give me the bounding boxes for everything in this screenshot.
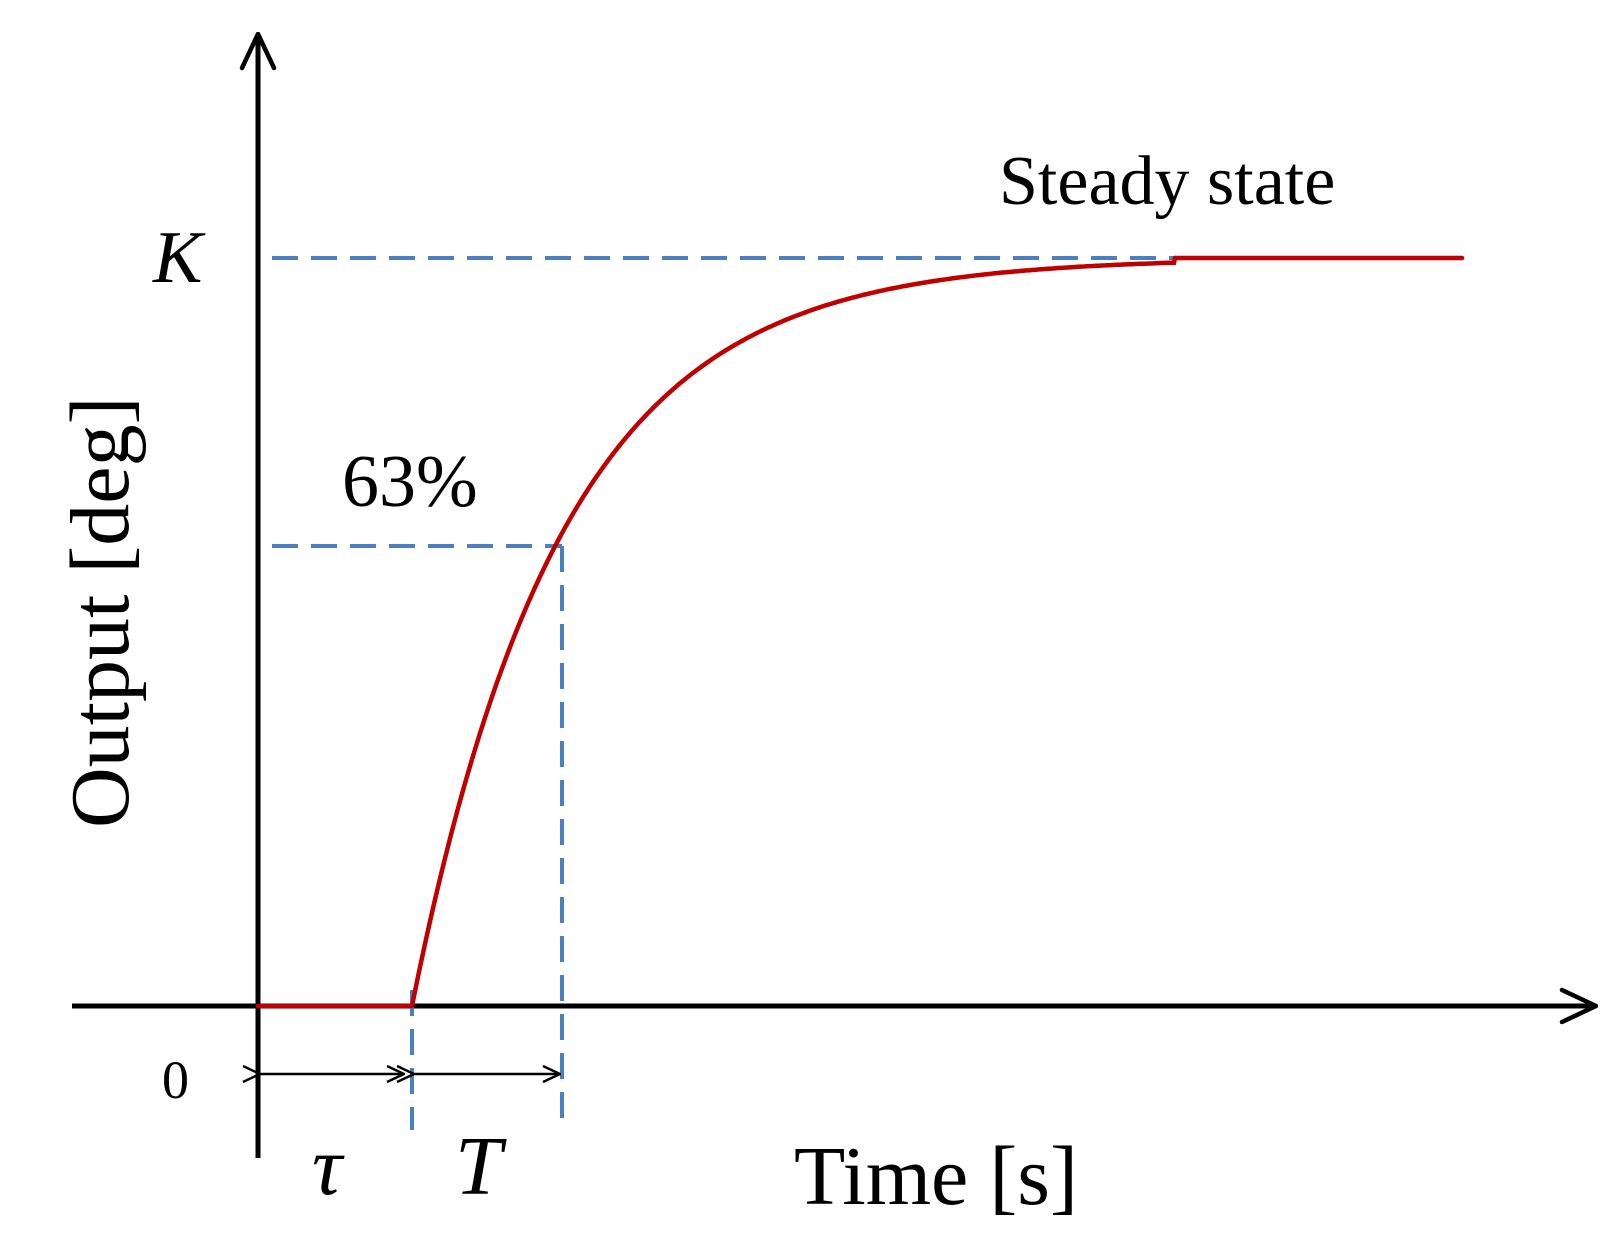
steady-state-label: Steady state [999, 143, 1335, 220]
step-response-curve [255, 255, 1465, 1009]
tau-label: τ [312, 1120, 345, 1213]
k-label: K [152, 217, 206, 299]
guide-lines [272, 256, 1175, 1130]
zero-label: 0 [162, 1050, 189, 1110]
y-axis-title: Output [deg] [54, 396, 147, 828]
exponential-rise [409, 255, 1178, 1009]
x-axis-title: Time [s] [794, 1130, 1078, 1223]
sixty-three-percent-label: 63% [342, 441, 478, 523]
time-constant-label: T [455, 1120, 507, 1213]
